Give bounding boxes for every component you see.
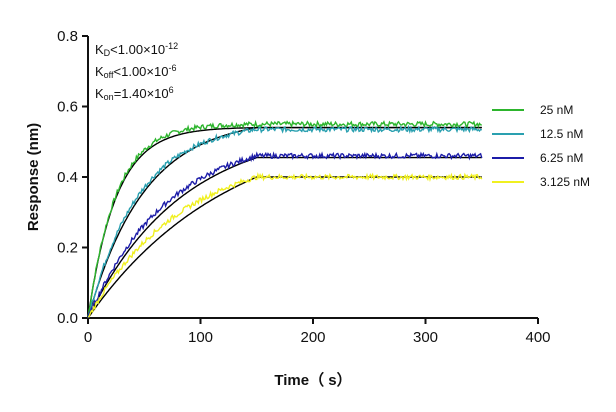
y-tick-label: 0.2 [57,240,78,257]
legend-label: 6.25 nM [540,151,583,165]
y-tick-label: 0.8 [57,28,78,45]
x-tick-label: 0 [84,329,92,346]
legend: 25 nM 12.5 nM 6.25 nM 3.125 nM [492,103,590,189]
axes: 0.0 0.2 0.4 0.6 0.8 0 100 200 300 400 [57,28,550,346]
koff-annotation: Koff<1.00×10-6 [95,63,177,80]
x-tick-label: 400 [525,329,550,346]
fit-curve-4 [87,176,482,319]
legend-label: 3.125 nM [540,175,590,189]
x-tick-label: 100 [188,329,213,346]
y-tick-label: 0.0 [57,310,78,327]
y-tick-label: 0.6 [57,99,78,116]
y-tick-label: 0.4 [57,169,78,186]
data-curve-4 [87,172,483,318]
legend-label: 25 nM [540,103,573,117]
x-tick-label: 200 [300,329,325,346]
data-curve-2 [87,124,483,317]
data-curve-3 [87,151,483,319]
data-curve-1 [87,119,482,319]
kd-annotation: KD<1.00×10-12 [95,41,179,58]
y-axis-title: Response (nm) [25,123,42,231]
fit-curve-3 [87,156,482,319]
x-axis-title: Time（ s） [274,371,351,389]
data-curves [87,119,483,319]
kon-annotation: Kon=1.40×106 [95,85,174,102]
legend-label: 12.5 nM [540,127,583,141]
x-tick-label: 300 [413,329,438,346]
